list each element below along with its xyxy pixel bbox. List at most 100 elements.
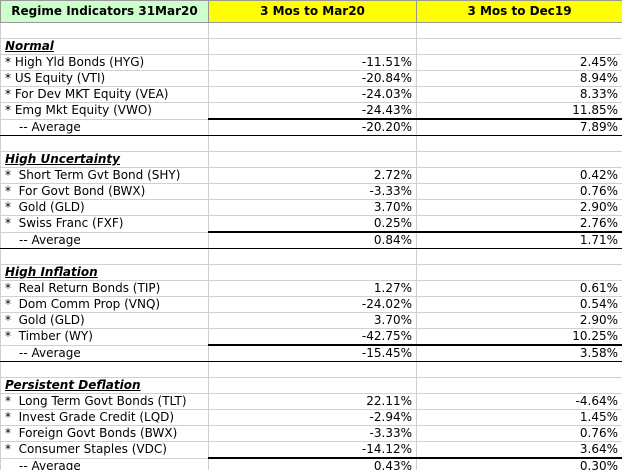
row-label: * For Govt Bond (BWX) (0, 183, 209, 200)
cell (208, 22, 417, 39)
value: 3.58% (416, 344, 622, 362)
section-row: High Inflation (0, 264, 622, 281)
value: 2.76% (416, 215, 622, 233)
value: 0.76% (416, 183, 622, 200)
value: 8.94% (416, 70, 622, 87)
average-label: -- Average (0, 457, 209, 470)
value: 1.27% (208, 280, 417, 297)
data-row: * Long Term Govt Bonds (TLT) 22.11% -4.64% (0, 393, 622, 410)
cell (208, 361, 417, 378)
section-title: Persistent Deflation (0, 377, 209, 394)
cell (416, 22, 622, 39)
value: 2.72% (208, 167, 417, 184)
value: 8.33% (416, 86, 622, 103)
value: -15.45% (208, 344, 417, 362)
data-row: * High Yld Bonds (HYG) -11.51% 2.45% (0, 54, 622, 71)
cell (416, 377, 622, 394)
value: -24.43% (208, 102, 417, 120)
data-row: * Emg Mkt Equity (VWO) -24.43% 11.85% (0, 102, 622, 120)
value: -11.51% (208, 54, 417, 71)
value: 0.61% (416, 280, 622, 297)
value: 3.64% (416, 441, 622, 459)
data-row: * For Dev MKT Equity (VEA) -24.03% 8.33% (0, 86, 622, 103)
value: 0.54% (416, 296, 622, 313)
cell (208, 151, 417, 168)
value: 3.70% (208, 199, 417, 216)
row-label: * Dom Comm Prop (VNQ) (0, 296, 209, 313)
value: 2.90% (416, 199, 622, 216)
row-label: * Invest Grade Credit (LQD) (0, 409, 209, 426)
value: -3.33% (208, 183, 417, 200)
cell (0, 361, 209, 378)
value: 11.85% (416, 102, 622, 120)
value: -2.94% (208, 409, 417, 426)
data-row: * Gold (GLD) 3.70% 2.90% (0, 199, 622, 216)
value: -14.12% (208, 441, 417, 459)
average-row: -- Average -15.45% 3.58% (0, 344, 622, 362)
value: 0.25% (208, 215, 417, 233)
row-label: * Real Return Bonds (TIP) (0, 280, 209, 297)
value: -20.84% (208, 70, 417, 87)
value: -20.20% (208, 118, 417, 136)
value: -4.64% (416, 393, 622, 410)
value: 0.76% (416, 425, 622, 442)
data-row: * Consumer Staples (VDC) -14.12% 3.64% (0, 441, 622, 459)
value: 2.90% (416, 312, 622, 329)
value: 1.45% (416, 409, 622, 426)
data-row: * Gold (GLD) 3.70% 2.90% (0, 312, 622, 329)
value: 0.42% (416, 167, 622, 184)
row-label: * Swiss Franc (FXF) (0, 215, 209, 233)
section-row: High Uncertainty (0, 151, 622, 168)
row-label: * Emg Mkt Equity (VWO) (0, 102, 209, 120)
blank-row (0, 248, 622, 265)
average-label: -- Average (0, 118, 209, 136)
section-title: High Inflation (0, 264, 209, 281)
cell (0, 135, 209, 152)
value: 1.71% (416, 231, 622, 249)
average-row: -- Average 0.43% 0.30% (0, 457, 622, 470)
row-label: * US Equity (VTI) (0, 70, 209, 87)
cell (208, 264, 417, 281)
data-row: * US Equity (VTI) -20.84% 8.94% (0, 70, 622, 87)
cell (0, 22, 209, 39)
row-label: * For Dev MKT Equity (VEA) (0, 86, 209, 103)
section-row: Persistent Deflation (0, 377, 622, 394)
data-row: * Swiss Franc (FXF) 0.25% 2.76% (0, 215, 622, 233)
cell (208, 248, 417, 265)
value: -42.75% (208, 328, 417, 346)
cell (208, 377, 417, 394)
average-label: -- Average (0, 231, 209, 249)
section-title: High Uncertainty (0, 151, 209, 168)
row-label: * Foreign Govt Bonds (BWX) (0, 425, 209, 442)
column-header: 3 Mos to Dec19 (416, 0, 622, 23)
cell (416, 248, 622, 265)
value: 22.11% (208, 393, 417, 410)
value: 0.84% (208, 231, 417, 249)
data-row: * Invest Grade Credit (LQD) -2.94% 1.45% (0, 409, 622, 426)
cell (416, 264, 622, 281)
value: 3.70% (208, 312, 417, 329)
cell (416, 151, 622, 168)
value: 0.30% (416, 457, 622, 470)
section-title: Normal (0, 38, 209, 55)
value: 0.43% (208, 457, 417, 470)
data-row: * For Govt Bond (BWX) -3.33% 0.76% (0, 183, 622, 200)
row-label: * Long Term Govt Bonds (TLT) (0, 393, 209, 410)
cell (208, 135, 417, 152)
cell (416, 361, 622, 378)
column-header: 3 Mos to Mar20 (208, 0, 417, 23)
data-row: * Timber (WY) -42.75% 10.25% (0, 328, 622, 346)
cell (416, 135, 622, 152)
value: -24.02% (208, 296, 417, 313)
row-label: * Short Term Gvt Bond (SHY) (0, 167, 209, 184)
row-label: * Timber (WY) (0, 328, 209, 346)
average-row: -- Average -20.20% 7.89% (0, 118, 622, 136)
row-label: * Gold (GLD) (0, 199, 209, 216)
value: -24.03% (208, 86, 417, 103)
section-row: Normal (0, 38, 622, 55)
blank-row (0, 22, 622, 39)
average-row: -- Average 0.84% 1.71% (0, 231, 622, 249)
row-label: * Gold (GLD) (0, 312, 209, 329)
